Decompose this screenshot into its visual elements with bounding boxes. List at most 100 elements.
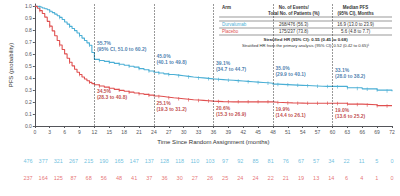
- svg-text:268/476 (56.3): 268/476 (56.3): [279, 22, 309, 27]
- svg-text:21: 21: [136, 129, 142, 135]
- svg-text:(13.6 to 25.2): (13.6 to 25.2): [335, 113, 366, 119]
- svg-text:Durvalumab: Durvalumab: [222, 22, 247, 27]
- svg-text:51: 51: [285, 129, 291, 135]
- svg-text:6: 6: [345, 175, 348, 181]
- svg-text:15: 15: [106, 129, 112, 135]
- svg-text:14: 14: [328, 175, 334, 181]
- svg-text:57: 57: [313, 158, 319, 164]
- svg-text:67: 67: [298, 158, 304, 164]
- svg-text:237: 237: [23, 175, 32, 181]
- svg-text:321: 321: [54, 158, 63, 164]
- svg-text:128: 128: [160, 158, 169, 164]
- svg-text:165: 165: [114, 158, 123, 164]
- svg-text:21: 21: [283, 175, 289, 181]
- svg-text:103: 103: [205, 158, 214, 164]
- svg-text:25: 25: [222, 175, 228, 181]
- svg-text:175/237 (73.8): 175/237 (73.8): [279, 29, 309, 34]
- svg-text:0.7: 0.7: [25, 39, 32, 45]
- svg-text:0.3: 0.3: [25, 87, 32, 93]
- svg-text:377: 377: [39, 158, 48, 164]
- svg-text:27: 27: [192, 175, 198, 181]
- svg-text:5: 5: [375, 158, 378, 164]
- svg-text:48: 48: [270, 129, 276, 135]
- svg-text:(28.3 to 40.8): (28.3 to 40.8): [97, 94, 128, 100]
- svg-text:45: 45: [255, 129, 261, 135]
- svg-text:Total No. of Patients (%): Total No. of Patients (%): [268, 11, 320, 16]
- svg-text:16.9 (13.0 to 23.9): 16.9 (13.0 to 23.9): [337, 22, 374, 27]
- svg-text:76: 76: [283, 158, 289, 164]
- svg-text:(15.3 to 26.9): (15.3 to 26.9): [216, 111, 247, 117]
- svg-text:147: 147: [130, 158, 139, 164]
- svg-text:48: 48: [116, 175, 122, 181]
- svg-text:Arm: Arm: [222, 5, 231, 10]
- svg-text:33: 33: [196, 129, 202, 135]
- svg-text:54: 54: [300, 129, 306, 135]
- svg-text:Median PFS: Median PFS: [343, 5, 369, 10]
- svg-text:(95% CI, 51.0 to 60.2): (95% CI, 51.0 to 60.2): [97, 46, 147, 52]
- svg-text:63: 63: [345, 129, 351, 135]
- svg-text:72: 72: [389, 129, 395, 135]
- svg-text:13: 13: [313, 175, 319, 181]
- svg-text:81: 81: [268, 158, 274, 164]
- svg-text:Stratified HR from the primary: Stratified HR from the primary analysis …: [242, 43, 370, 48]
- svg-text:0: 0: [33, 129, 36, 135]
- svg-text:0.8: 0.8: [25, 27, 32, 33]
- svg-text:0.0: 0.0: [25, 123, 32, 129]
- svg-text:(28.0 to 38.2): (28.0 to 38.2): [335, 73, 366, 79]
- svg-text:190: 190: [99, 158, 108, 164]
- svg-text:6: 6: [63, 129, 66, 135]
- svg-text:(29.9 to 40.1): (29.9 to 40.1): [275, 71, 306, 77]
- svg-text:19: 19: [298, 175, 304, 181]
- svg-text:4: 4: [360, 175, 363, 181]
- svg-text:(19.3 to 31.2): (19.3 to 31.2): [156, 106, 187, 112]
- svg-text:27: 27: [166, 129, 172, 135]
- svg-text:87: 87: [70, 175, 76, 181]
- svg-text:34: 34: [328, 158, 334, 164]
- svg-text:22: 22: [343, 158, 349, 164]
- svg-text:60: 60: [330, 129, 336, 135]
- svg-text:0.2: 0.2: [25, 99, 32, 105]
- svg-text:36: 36: [161, 175, 167, 181]
- svg-text:3: 3: [48, 129, 51, 135]
- svg-text:0.9: 0.9: [25, 15, 32, 21]
- svg-text:97: 97: [222, 158, 228, 164]
- svg-text:0: 0: [390, 158, 393, 164]
- svg-text:57: 57: [315, 129, 321, 135]
- svg-text:36: 36: [211, 129, 217, 135]
- svg-text:12: 12: [92, 129, 98, 135]
- svg-text:56: 56: [101, 175, 107, 181]
- svg-text:24: 24: [237, 175, 243, 181]
- svg-text:(34.7 to 44.7): (34.7 to 44.7): [216, 66, 247, 72]
- svg-text:118: 118: [175, 158, 184, 164]
- svg-text:476: 476: [23, 158, 32, 164]
- svg-text:267: 267: [69, 158, 78, 164]
- svg-text:125: 125: [54, 175, 63, 181]
- svg-text:110: 110: [190, 158, 199, 164]
- svg-text:(40.1 to 49.8): (40.1 to 49.8): [156, 59, 187, 65]
- svg-text:41: 41: [131, 175, 137, 181]
- svg-text:Stratified HR (95% CI): 0.55 (: Stratified HR (95% CI): 0.55 (0.45 to 0.…: [263, 37, 348, 42]
- svg-text:22: 22: [268, 175, 274, 181]
- svg-text:9: 9: [78, 129, 81, 135]
- svg-text:26: 26: [207, 175, 213, 181]
- svg-text:1: 1: [375, 175, 378, 181]
- svg-text:68: 68: [86, 175, 92, 181]
- svg-text:92: 92: [237, 158, 243, 164]
- svg-text:66: 66: [359, 129, 365, 135]
- svg-text:137: 137: [145, 158, 154, 164]
- svg-text:18: 18: [121, 129, 127, 135]
- svg-text:164: 164: [39, 175, 48, 181]
- svg-text:39: 39: [226, 129, 232, 135]
- svg-text:0.4: 0.4: [25, 75, 32, 81]
- svg-text:11: 11: [359, 158, 365, 164]
- svg-text:30: 30: [177, 175, 183, 181]
- svg-text:42: 42: [240, 129, 246, 135]
- svg-text:(95% CI), Months: (95% CI), Months: [337, 11, 374, 16]
- svg-text:24: 24: [252, 175, 258, 181]
- svg-text:0.5: 0.5: [25, 63, 32, 69]
- svg-text:0.1: 0.1: [25, 111, 32, 117]
- svg-text:(14.4 to 26.1): (14.4 to 26.1): [275, 112, 306, 118]
- svg-text:Time Since Random Assignment (: Time Since Random Assignment (months): [157, 139, 269, 145]
- svg-text:0.6: 0.6: [25, 51, 32, 57]
- svg-text:30: 30: [181, 129, 187, 135]
